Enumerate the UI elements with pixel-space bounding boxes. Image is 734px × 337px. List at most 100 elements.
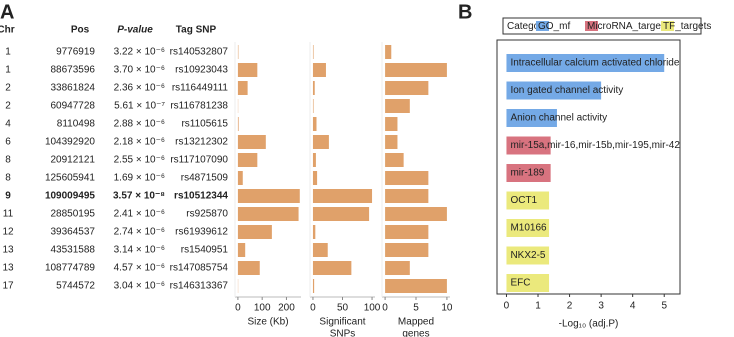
bar [506,81,602,100]
x-tick-label: 0 [235,303,241,314]
bar [385,117,398,131]
column-header: Chr [0,25,15,36]
table-cell: 125605941 [45,173,95,184]
bar [385,153,404,167]
table-cell: 9776919 [56,47,95,58]
table-cell: 2.74 × 10⁻⁶ [114,227,165,238]
bar [237,261,260,275]
legend-box [502,17,702,35]
bar [237,171,243,185]
table-cell: 13 [2,263,14,274]
bar [506,191,550,210]
x-tick-label: 3 [598,301,604,312]
table-cell: 39364537 [51,227,96,238]
table-cell: rs146313367 [170,281,229,292]
table-cell: 12 [2,227,14,238]
bar [312,243,328,257]
table-cell: 3.22 × 10⁻⁶ [114,47,165,58]
plot-area: Intracellular calcium activated chloride… [506,54,734,292]
bar [237,243,246,257]
bar [385,225,429,239]
bar [506,136,551,155]
bar [385,243,429,257]
table-cell: 108774789 [45,263,95,274]
bar [237,207,299,221]
bar [385,261,410,275]
bar [385,171,429,185]
table-cell: 17 [2,281,14,292]
bar [312,153,316,167]
bar [312,171,318,185]
table-cell: 104392920 [45,137,95,148]
x-axis-label: -Log₁₀ (adj.P) [559,319,619,330]
x-tick-label: 50 [337,303,349,314]
bar [312,207,370,221]
table-cell: 43531588 [51,245,96,256]
x-tick-label: 1 [535,301,541,312]
bar [312,63,326,77]
x-tick-label: 100 [254,303,271,314]
table-cell: 8110498 [57,119,96,130]
bar [237,153,258,167]
x-axis-label: Mapped [398,317,434,328]
legend-title: Category [507,21,548,32]
table-cell: rs117107090 [170,155,228,166]
x-tick-label: 0 [504,301,510,312]
bar [385,63,447,77]
x-tick-label: 4 [630,301,636,312]
table-cell: rs10923043 [175,65,228,76]
bar [506,164,551,182]
bar [506,54,665,72]
bar [312,81,315,95]
legend-label: GO_mf [538,21,570,32]
x-tick-label: 5 [413,303,419,314]
legend-swatch [585,21,598,31]
table-cell: 8 [5,155,11,166]
table-cell: 20912121 [51,155,96,166]
x-axis-label: Size (Kb) [247,317,288,328]
table-cell: 33861824 [51,83,96,94]
x-tick-label: 10 [441,303,453,314]
table-cell: 11 [3,209,14,220]
bar [506,109,557,127]
bar [312,261,352,275]
legend-label: TF_targets [663,21,711,32]
table-cell: rs925870 [186,209,228,220]
bar [312,279,315,293]
table-cell: 3.57 × 10⁻⁸ [113,191,165,202]
bar [385,45,392,59]
bar [237,135,266,149]
table-cell: rs10512344 [174,191,228,202]
table-cell: 109009495 [45,191,95,202]
bar [312,99,314,113]
bar [312,45,314,59]
x-tick-label: 0 [382,303,388,314]
bar-label: Intracellular calcium activated chloride… [510,58,734,69]
bar [237,117,239,131]
column-header: Tag SNP [176,25,217,36]
bar [385,189,429,203]
table-cell: 28850195 [51,209,96,220]
table-cell: 5.61 × 10⁻⁷ [114,101,165,112]
table-cell: rs4871509 [181,173,229,184]
bar-label: M10166 [510,223,547,234]
bar [385,207,447,221]
bar [385,135,398,149]
bar-label: Anion channel activity [510,113,607,124]
table-cell: rs61939612 [175,227,228,238]
table-cell: 5744572 [56,281,95,292]
table-cell: 1 [5,47,11,58]
table-cell: 88673596 [51,65,96,76]
table-cell: 60947728 [51,101,96,112]
table-cell: 13 [2,245,14,256]
bar [385,279,447,293]
table-cell: 2.88 × 10⁻⁶ [114,119,165,130]
table-cell: 2.55 × 10⁻⁶ [114,155,165,166]
panel-label: B [458,1,472,23]
bar-label: EFC [510,278,530,289]
table-cell: 1.69 × 10⁻⁶ [114,173,165,184]
x-tick-label: 200 [278,303,295,314]
legend-swatch [661,21,674,31]
x-tick-label: 5 [661,301,667,312]
table-cell: rs147085754 [170,263,229,274]
